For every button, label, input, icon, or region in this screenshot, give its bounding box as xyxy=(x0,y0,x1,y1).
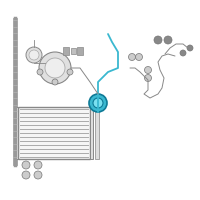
Circle shape xyxy=(180,50,186,56)
FancyBboxPatch shape xyxy=(95,107,99,159)
Circle shape xyxy=(34,161,42,169)
FancyBboxPatch shape xyxy=(15,107,18,159)
FancyBboxPatch shape xyxy=(18,107,90,159)
Circle shape xyxy=(144,74,152,82)
Circle shape xyxy=(39,52,71,84)
Circle shape xyxy=(37,69,43,75)
Circle shape xyxy=(34,171,42,179)
FancyBboxPatch shape xyxy=(90,107,93,159)
Circle shape xyxy=(187,45,193,51)
Circle shape xyxy=(164,36,172,44)
Circle shape xyxy=(29,50,39,60)
FancyBboxPatch shape xyxy=(63,47,69,55)
Circle shape xyxy=(154,36,162,44)
Circle shape xyxy=(26,47,42,63)
Circle shape xyxy=(93,98,103,108)
Circle shape xyxy=(45,58,65,78)
Circle shape xyxy=(144,66,152,73)
FancyBboxPatch shape xyxy=(71,48,76,54)
Circle shape xyxy=(22,171,30,179)
Circle shape xyxy=(136,53,142,60)
Circle shape xyxy=(89,94,107,112)
Circle shape xyxy=(128,53,136,60)
Circle shape xyxy=(52,79,58,85)
Circle shape xyxy=(67,69,73,75)
Circle shape xyxy=(22,161,30,169)
FancyBboxPatch shape xyxy=(77,47,83,55)
